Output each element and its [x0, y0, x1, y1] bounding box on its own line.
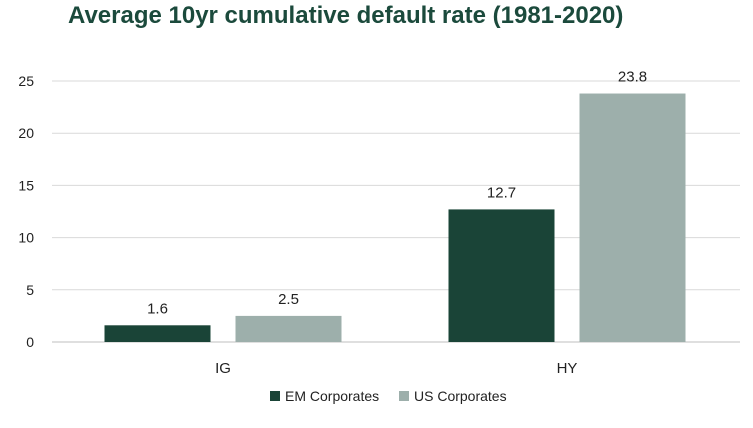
data-labels: 1.6 2.5 12.7 23.8 — [147, 69, 647, 318]
data-label: 2.5 — [278, 291, 299, 308]
data-label: 12.7 — [487, 184, 516, 201]
y-axis-ticks: 0 5 10 15 20 25 — [18, 73, 34, 350]
bar-hy-em-corporates[interactable] — [448, 209, 555, 342]
bars — [104, 93, 686, 342]
data-label: 23.8 — [618, 69, 647, 86]
chart-title: Average 10yr cumulative default rate (19… — [68, 2, 624, 29]
y-tick-label: 5 — [26, 282, 34, 298]
legend-item-us-corporates[interactable]: US Corporates — [399, 388, 507, 404]
x-category-label: IG — [215, 360, 231, 377]
x-axis-categories: IG HY — [215, 360, 577, 377]
legend-item-em-corporates[interactable]: EM Corporates — [270, 388, 379, 404]
x-category-label: HY — [557, 360, 578, 377]
bar-ig-us-corporates[interactable] — [235, 315, 342, 342]
y-tick-label: 10 — [18, 230, 34, 246]
legend-label: EM Corporates — [285, 388, 379, 404]
legend-label: US Corporates — [414, 388, 507, 404]
y-tick-label: 20 — [18, 125, 34, 141]
y-tick-label: 15 — [18, 177, 34, 193]
y-tick-label: 25 — [18, 73, 34, 89]
legend-swatch — [270, 391, 280, 401]
bar-ig-em-corporates[interactable] — [104, 325, 211, 342]
y-tick-label: 0 — [26, 334, 34, 350]
legend-swatch — [399, 391, 409, 401]
data-label: 1.6 — [147, 300, 168, 317]
bar-hy-us-corporates[interactable] — [579, 93, 686, 342]
legend[interactable]: EM Corporates US Corporates — [270, 388, 507, 404]
